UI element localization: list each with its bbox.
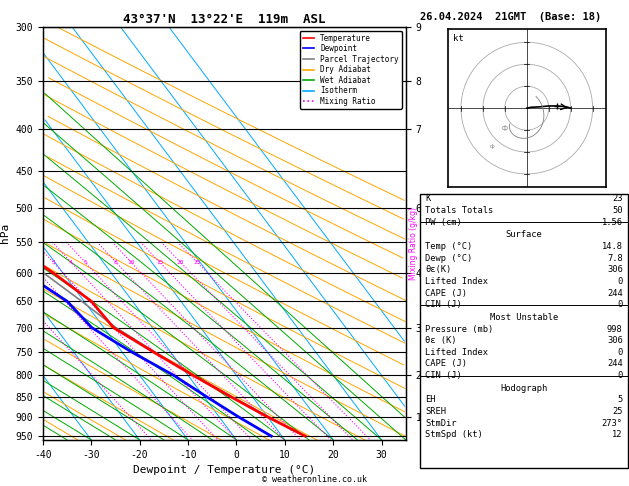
Y-axis label: hPa: hPa	[0, 223, 10, 243]
Text: 7.8: 7.8	[607, 254, 623, 262]
Text: 50: 50	[612, 206, 623, 215]
Text: 5: 5	[83, 260, 87, 264]
Text: StmSpd (kt): StmSpd (kt)	[425, 430, 483, 439]
Text: 998: 998	[607, 325, 623, 333]
Text: StmDir: StmDir	[425, 419, 457, 428]
Text: 20: 20	[177, 260, 184, 264]
Text: Hodograph: Hodograph	[500, 384, 548, 393]
Text: 0: 0	[618, 300, 623, 309]
Text: Dewp (°C): Dewp (°C)	[425, 254, 472, 262]
Text: CAPE (J): CAPE (J)	[425, 360, 467, 368]
Text: CIN (J): CIN (J)	[425, 300, 462, 309]
Text: EH: EH	[425, 396, 436, 404]
Legend: Temperature, Dewpoint, Parcel Trajectory, Dry Adiabat, Wet Adiabat, Isotherm, Mi: Temperature, Dewpoint, Parcel Trajectory…	[299, 31, 402, 109]
Y-axis label: km
ASL: km ASL	[445, 225, 466, 242]
Text: 4: 4	[69, 260, 73, 264]
Text: kt: kt	[452, 34, 464, 43]
Text: ф: ф	[489, 144, 494, 149]
Text: SREH: SREH	[425, 407, 446, 416]
Text: K: K	[425, 194, 430, 204]
Text: Totals Totals: Totals Totals	[425, 206, 494, 215]
Text: Temp (°C): Temp (°C)	[425, 242, 472, 251]
Text: 0: 0	[618, 371, 623, 380]
Text: 5: 5	[618, 396, 623, 404]
Text: 15: 15	[156, 260, 164, 264]
Text: Surface: Surface	[506, 230, 542, 240]
Text: Most Unstable: Most Unstable	[490, 313, 558, 322]
Text: 25: 25	[612, 407, 623, 416]
Text: 12: 12	[612, 430, 623, 439]
Text: 244: 244	[607, 360, 623, 368]
Text: © weatheronline.co.uk: © weatheronline.co.uk	[262, 474, 367, 484]
Text: Pressure (mb): Pressure (mb)	[425, 325, 494, 333]
Text: 23: 23	[612, 194, 623, 204]
Text: 3: 3	[52, 260, 55, 264]
Text: ф: ф	[502, 125, 508, 131]
Text: 0: 0	[618, 277, 623, 286]
Text: Lifted Index: Lifted Index	[425, 348, 488, 357]
Text: 273°: 273°	[602, 419, 623, 428]
Text: 8: 8	[114, 260, 118, 264]
Text: 306: 306	[607, 336, 623, 345]
Text: 26.04.2024  21GMT  (Base: 18): 26.04.2024 21GMT (Base: 18)	[420, 12, 601, 22]
Text: θε (K): θε (K)	[425, 336, 457, 345]
Text: 1.56: 1.56	[602, 218, 623, 226]
Text: 25: 25	[193, 260, 201, 264]
Text: Lifted Index: Lifted Index	[425, 277, 488, 286]
Text: 10: 10	[127, 260, 135, 264]
Text: CAPE (J): CAPE (J)	[425, 289, 467, 297]
X-axis label: Dewpoint / Temperature (°C): Dewpoint / Temperature (°C)	[133, 465, 315, 475]
Text: CIN (J): CIN (J)	[425, 371, 462, 380]
Text: 0: 0	[618, 348, 623, 357]
Title: 43°37'N  13°22'E  119m  ASL: 43°37'N 13°22'E 119m ASL	[123, 13, 325, 26]
Text: 14.8: 14.8	[602, 242, 623, 251]
Text: θε(K): θε(K)	[425, 265, 452, 274]
Text: 306: 306	[607, 265, 623, 274]
Text: 244: 244	[607, 289, 623, 297]
Text: PW (cm): PW (cm)	[425, 218, 462, 226]
Text: Mixing Ratio (g/kg): Mixing Ratio (g/kg)	[409, 207, 418, 279]
